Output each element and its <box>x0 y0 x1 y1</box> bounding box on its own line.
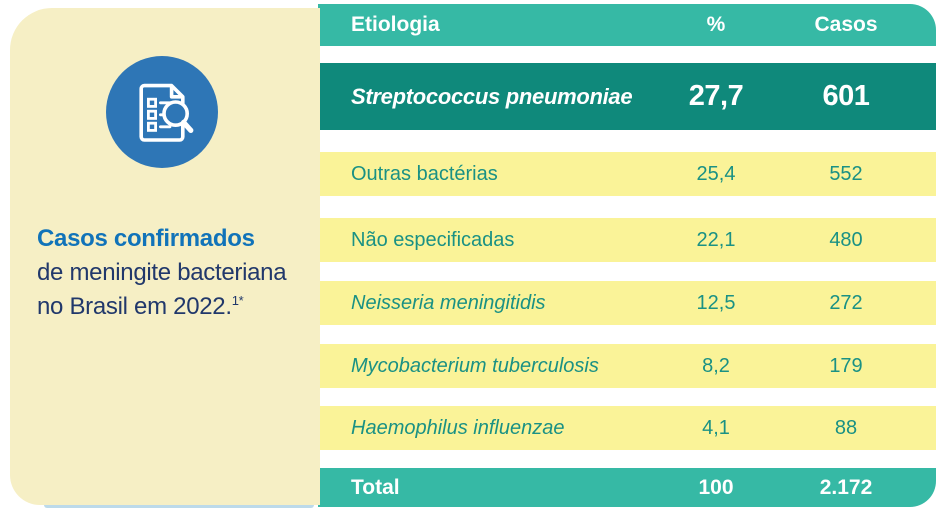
row-label: Neisseria meningitidis <box>351 291 546 314</box>
row-percent: 25,4 <box>696 162 736 185</box>
row-cases: 480 <box>829 228 863 251</box>
table-row: Não especificadas 22,1 480 <box>318 218 936 262</box>
header-casos: Casos <box>814 13 878 36</box>
row-percent: 27,7 <box>688 80 744 112</box>
total-percent: 100 <box>698 475 734 499</box>
row-label: Outras bactérias <box>351 162 498 185</box>
row-label: Mycobacterium tuberculosis <box>351 354 599 377</box>
highlighted-row-streptococcus: Streptococcus pneumoniae 27,7 601 <box>318 63 936 130</box>
row-label: Streptococcus pneumoniae <box>351 83 633 109</box>
caption-line3: no Brasil em 2022. <box>37 293 232 320</box>
table-row: Mycobacterium tuberculosis 8,2 179 <box>318 344 936 388</box>
row-cases: 88 <box>834 416 858 439</box>
row-cases: 179 <box>829 354 863 377</box>
caption-line2: de meningite bacteriana <box>37 259 287 286</box>
row-percent: 22,1 <box>696 228 736 251</box>
header-etiologia: Etiologia <box>351 13 440 36</box>
row-label: Haemophilus influenzae <box>351 416 565 439</box>
row-percent: 8,2 <box>702 354 730 377</box>
caption-title: Casos confirmados <box>37 225 255 252</box>
table-row: Outras bactérias 25,4 552 <box>318 152 936 196</box>
table-row: Haemophilus influenzae 4,1 88 <box>318 406 936 450</box>
document-magnifier-icon <box>106 56 218 168</box>
table-row: Neisseria meningitidis 12,5 272 <box>318 281 936 325</box>
document-magnifier-icon-glyph <box>139 83 194 142</box>
total-label: Total <box>351 475 400 499</box>
row-cases: 272 <box>829 291 863 314</box>
left-panel: Casos confirmados de meningite bacterian… <box>10 8 320 505</box>
panel-bottom-accent <box>44 502 314 508</box>
total-row: Total 100 2.172 <box>318 468 936 507</box>
total-cases: 2.172 <box>819 475 873 499</box>
table-header-row: Etiologia % Casos <box>318 4 936 46</box>
row-label: Não especificadas <box>351 228 515 251</box>
caption-text: Casos confirmados de meningite bacterian… <box>37 222 312 324</box>
header-percent: % <box>706 13 726 36</box>
row-percent: 12,5 <box>696 291 736 314</box>
row-percent: 4,1 <box>702 416 730 439</box>
row-cases: 601 <box>822 80 870 112</box>
footnote-marker: 1* <box>231 293 244 308</box>
row-cases: 552 <box>829 162 863 185</box>
etiology-table: Etiologia % Casos Streptococcus pneumoni… <box>318 0 936 510</box>
